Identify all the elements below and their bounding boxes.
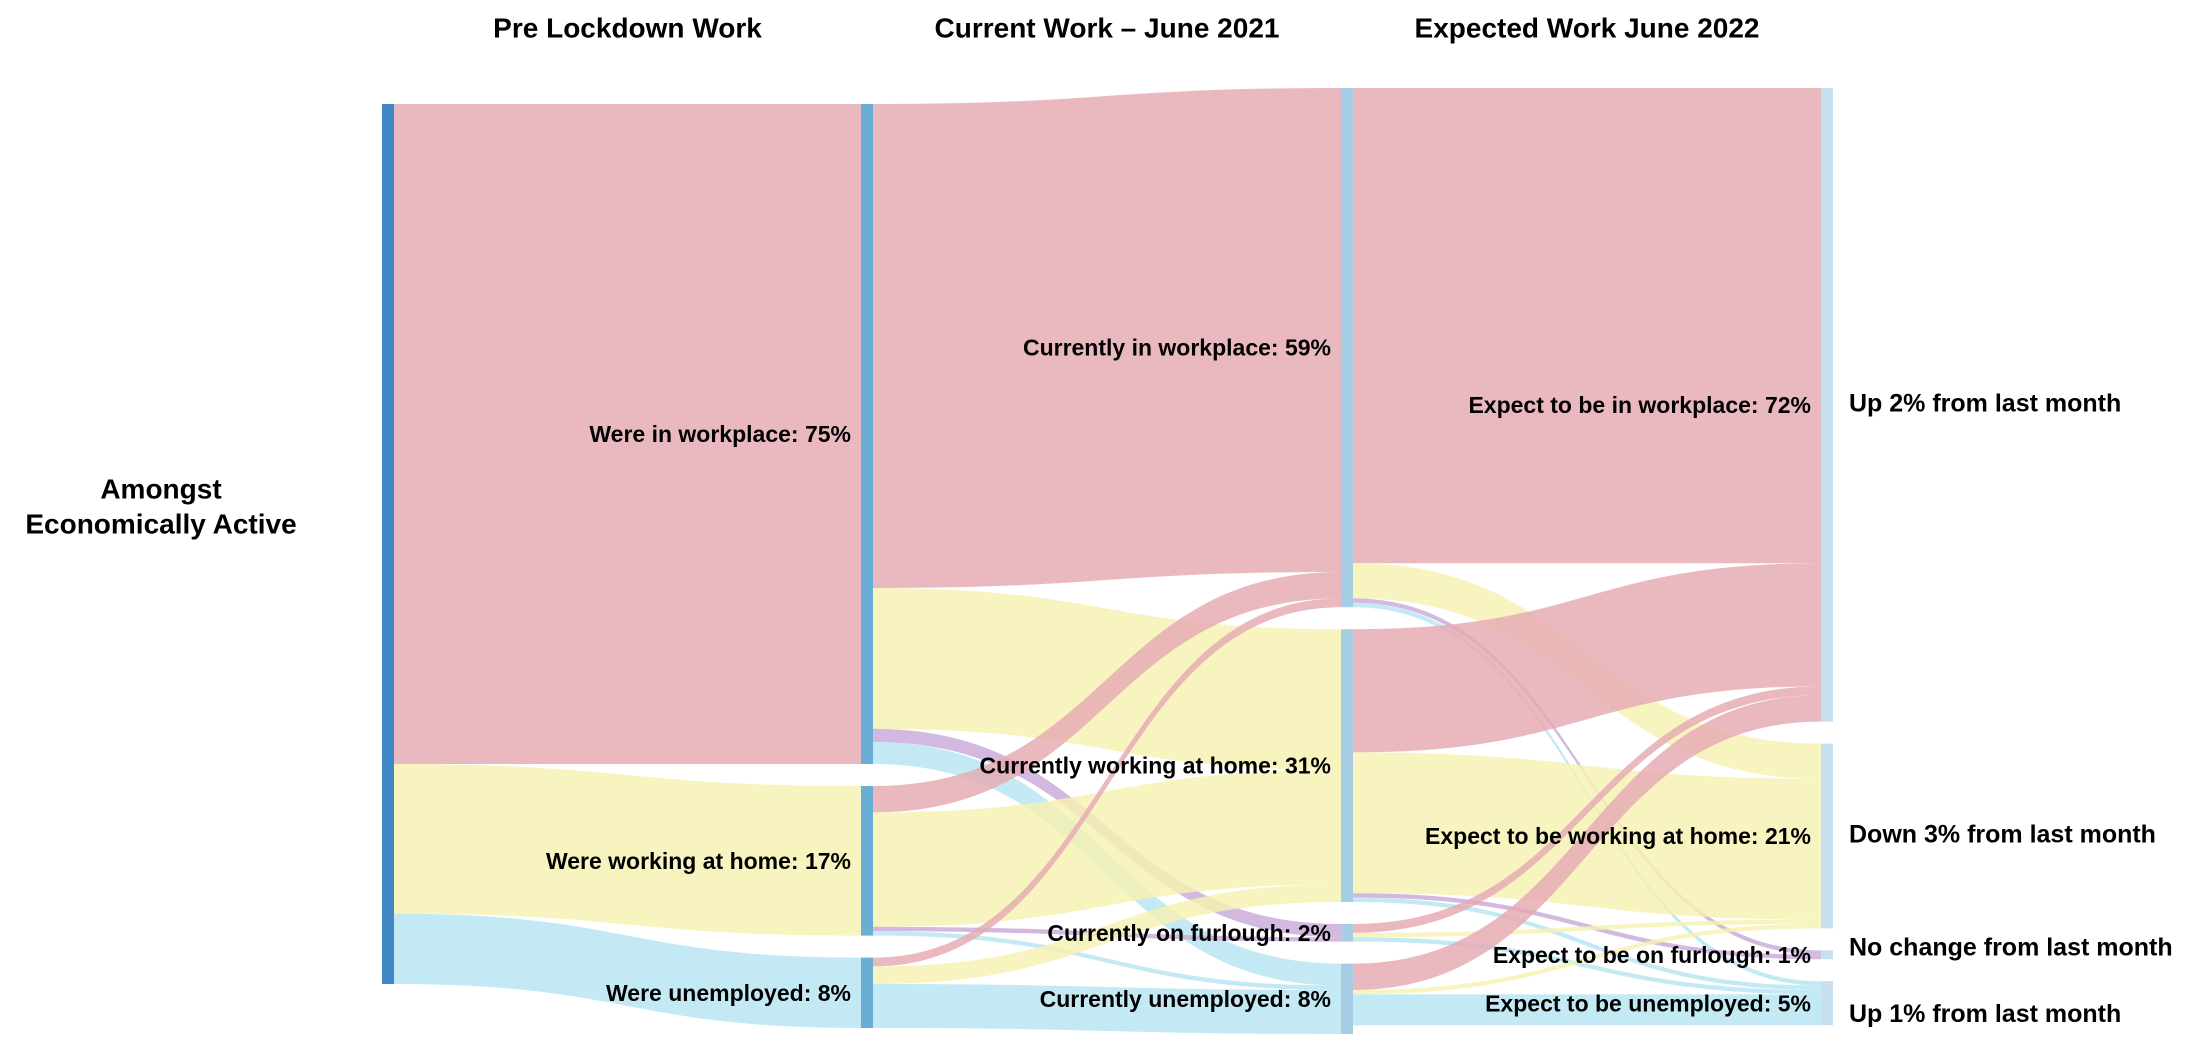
- flow: [1353, 994, 1821, 1026]
- change-note: Up 1% from last month: [1849, 1000, 2121, 1028]
- links: [394, 88, 1821, 1034]
- node-label: Were unemployed: 8%: [606, 980, 851, 1006]
- node-label: Currently working at home: 31%: [980, 753, 1331, 779]
- flow: [1353, 897, 1821, 990]
- node-bar: [1821, 88, 1833, 722]
- flow: [1353, 686, 1821, 933]
- node-label: Were in workplace: 75%: [589, 421, 851, 447]
- node-label: Expect to be unemployed: 5%: [1485, 990, 1811, 1016]
- flow: [394, 764, 861, 936]
- flow: [873, 770, 1341, 927]
- flow: [873, 884, 1341, 984]
- node-bar: [861, 786, 873, 936]
- flow: [873, 931, 1341, 990]
- root-label: Economically Active: [25, 508, 296, 539]
- column-title: Current Work – June 2021: [935, 12, 1280, 43]
- node-bar: [1341, 629, 1353, 902]
- flow: [394, 913, 861, 1028]
- node-label: Currently on furlough: 2%: [1047, 920, 1331, 946]
- node-bar: [1341, 924, 1353, 942]
- node-bar: [861, 104, 873, 764]
- node-label: Expect to be in workplace: 72%: [1468, 392, 1811, 418]
- flow: [1353, 924, 1821, 995]
- root-label: Amongst: [100, 473, 221, 504]
- flow: [873, 88, 1341, 588]
- node-label: Currently in workplace: 59%: [1023, 335, 1331, 361]
- node-label: Were working at home: 17%: [546, 848, 851, 874]
- flow: [873, 598, 1341, 967]
- flow: [873, 572, 1341, 813]
- node-label: Expect to be on furlough: 1%: [1493, 942, 1811, 968]
- change-note: Up 2% from last month: [1849, 389, 2121, 417]
- node-bar: [1341, 963, 1353, 1034]
- node-bar: [1821, 743, 1833, 929]
- column-title: Expected Work June 2022: [1415, 12, 1760, 43]
- node-bar: [1341, 88, 1353, 608]
- flow: [394, 104, 861, 764]
- root-bar: [382, 104, 394, 984]
- flow: [1353, 919, 1821, 938]
- node-bar: [1821, 950, 1833, 960]
- column-title: Pre Lockdown Work: [493, 12, 762, 43]
- node-label: Expect to be working at home: 21%: [1425, 823, 1811, 849]
- flow: [1353, 563, 1821, 753]
- flow: [1353, 937, 1821, 995]
- node-bar: [861, 957, 873, 1028]
- change-note: Down 3% from last month: [1849, 821, 2156, 849]
- flow: [1353, 695, 1821, 990]
- flow: [873, 984, 1341, 1034]
- flow: [1353, 88, 1821, 564]
- node-bar: [1821, 981, 1833, 1026]
- node-label: Currently unemployed: 8%: [1040, 986, 1331, 1012]
- change-note: No change from last month: [1849, 933, 2173, 961]
